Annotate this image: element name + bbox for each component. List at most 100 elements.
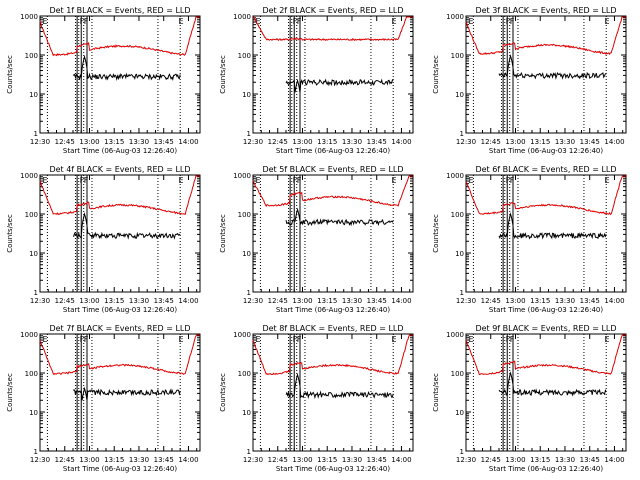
y-tick-label: 1000 [233, 13, 251, 21]
y-tick-label: 100 [238, 211, 251, 219]
x-axis-label: Start Time (06-Aug-03 12:26:40) [489, 465, 603, 473]
x-tick-label: 14:00 [604, 456, 624, 464]
x-tick-label: 13:00 [505, 297, 525, 305]
x-tick-label: 13:45 [580, 138, 600, 146]
x-tick-label: 13:15 [104, 138, 124, 146]
y-tick-label: 1000 [20, 172, 38, 180]
flag-letter: E [468, 176, 473, 185]
y-axis-label: Counts/sec [219, 373, 227, 412]
y-axis-label: Counts/sec [432, 214, 440, 253]
events-series-line [498, 371, 607, 397]
y-axis-label: Counts/sec [432, 373, 440, 412]
lld-series-line [252, 334, 413, 376]
y-tick-label: 100 [451, 52, 464, 60]
x-axis-label: Start Time (06-Aug-03 12:26:40) [63, 147, 177, 155]
panel-1: Det 1f BLACK = Events, RED = LLD 1 10 100 10… [6, 6, 201, 155]
x-tick-label: 14:00 [391, 456, 411, 464]
lld-series-line [465, 175, 626, 216]
x-tick-label: 12:45 [55, 138, 75, 146]
y-tick-label: 100 [238, 370, 251, 378]
plot-frame [252, 333, 414, 452]
y-tick-label: 100 [451, 370, 464, 378]
panel-9: Det 9f BLACK = Events, RED = LLD 1 10 100 10… [432, 324, 627, 473]
panel-title: Det 6f BLACK = Events, RED = LLD [475, 165, 616, 174]
x-tick-label: 12:30 [456, 297, 476, 305]
y-tick-label: 10 [29, 91, 38, 99]
x-axis-label: Start Time (06-Aug-03 12:26:40) [489, 147, 603, 155]
flag-letter: F [84, 17, 89, 26]
events-series-line [498, 54, 607, 80]
y-tick-label: 10 [29, 409, 38, 417]
panel-title: Det 2f BLACK = Events, RED = LLD [262, 6, 403, 15]
y-tick-label: 1000 [233, 172, 251, 180]
x-axis-label: Start Time (06-Aug-03 12:26:40) [276, 306, 390, 314]
x-tick-label: 13:00 [79, 138, 99, 146]
x-tick-label: 13:45 [580, 297, 600, 305]
events-series-line [285, 207, 394, 227]
flag-letter: E [179, 17, 184, 26]
x-tick-label: 14:00 [391, 138, 411, 146]
flag-letter: E [605, 176, 610, 185]
plot-frame [252, 174, 414, 293]
y-axis-label: Counts/sec [432, 55, 440, 94]
x-tick-label: 12:45 [268, 297, 288, 305]
y-tick-label: 1000 [20, 13, 38, 21]
x-tick-label: 12:45 [481, 456, 501, 464]
y-tick-label: 1 [34, 289, 38, 297]
y-tick-label: 100 [25, 52, 38, 60]
panel-8: Det 8f BLACK = Events, RED = LLD 1 10 100 10… [219, 324, 414, 473]
flag-letter: E [255, 17, 260, 26]
flag-letter: F [80, 176, 85, 185]
y-tick-label: 1 [247, 289, 251, 297]
x-tick-label: 13:30 [555, 138, 575, 146]
y-tick-label: 1 [460, 289, 464, 297]
events-series-line [72, 54, 181, 82]
x-axis-label: Start Time (06-Aug-03 12:26:40) [276, 465, 390, 473]
flag-letter: E [392, 335, 397, 344]
events-series-line [72, 212, 181, 240]
lld-series-line [39, 175, 200, 216]
flag-letter: E [605, 17, 610, 26]
y-tick-label: 10 [455, 409, 464, 417]
y-tick-label: 10 [455, 250, 464, 258]
flag-letter: F [510, 176, 515, 185]
x-tick-label: 13:00 [292, 297, 312, 305]
events-series-line [498, 212, 607, 240]
flag-letter: F [297, 17, 302, 26]
panel-title: Det 4f BLACK = Events, RED = LLD [49, 165, 190, 174]
y-tick-label: 1000 [233, 331, 251, 339]
y-tick-label: 10 [29, 250, 38, 258]
y-axis-label: Counts/sec [6, 214, 14, 253]
x-tick-label: 13:00 [292, 138, 312, 146]
flag-letter: E [179, 335, 184, 344]
x-tick-label: 14:00 [604, 297, 624, 305]
y-tick-label: 1 [247, 448, 251, 456]
x-tick-label: 13:15 [530, 138, 550, 146]
y-tick-label: 10 [242, 91, 251, 99]
flag-letter: E [42, 176, 47, 185]
x-tick-label: 13:15 [530, 456, 550, 464]
y-tick-label: 1000 [446, 172, 464, 180]
flag-letter: F [510, 17, 515, 26]
flag-letter: F [506, 176, 511, 185]
panel-title: Det 1f BLACK = Events, RED = LLD [49, 6, 190, 15]
x-tick-label: 13:45 [580, 456, 600, 464]
y-tick-label: 1 [34, 130, 38, 138]
panel-3: Det 3f BLACK = Events, RED = LLD 1 10 100 10… [432, 6, 627, 155]
y-tick-label: 100 [238, 52, 251, 60]
panel-7: Det 7f BLACK = Events, RED = LLD 1 10 100 10… [6, 324, 201, 473]
x-tick-label: 14:00 [391, 297, 411, 305]
panel-title: Det 8f BLACK = Events, RED = LLD [262, 324, 403, 333]
panel-title: Det 7f BLACK = Events, RED = LLD [49, 324, 190, 333]
x-tick-label: 13:15 [104, 456, 124, 464]
y-tick-label: 10 [242, 409, 251, 417]
flag-letter: F [293, 335, 298, 344]
y-tick-label: 1 [460, 448, 464, 456]
panel-5: Det 5f BLACK = Events, RED = LLD 1 10 100 10… [219, 165, 414, 314]
x-tick-label: 13:15 [317, 456, 337, 464]
lld-series-line [253, 16, 413, 42]
x-tick-label: 14:00 [604, 138, 624, 146]
flag-letter: E [605, 335, 610, 344]
x-tick-label: 13:30 [555, 297, 575, 305]
